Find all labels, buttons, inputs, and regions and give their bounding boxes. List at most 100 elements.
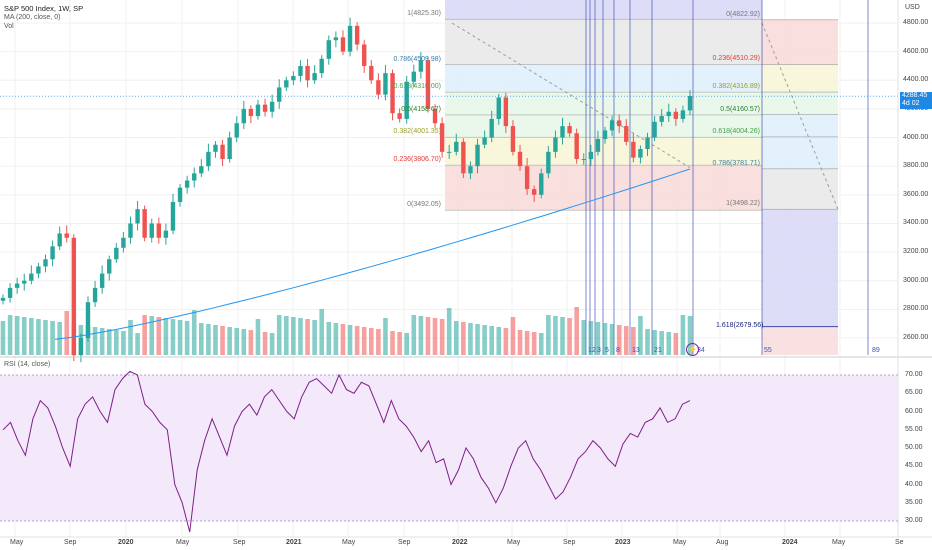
candle-body	[163, 230, 169, 238]
candle-body	[206, 151, 211, 167]
volume-bar	[241, 329, 247, 355]
volume-bar	[397, 332, 402, 355]
volume-bar	[531, 332, 537, 355]
volume-bar	[524, 331, 530, 355]
candle-body	[524, 166, 530, 190]
fib-time-marker: 13	[632, 347, 640, 354]
fib-band-left	[445, 137, 762, 166]
fib-time-marker: 1	[588, 347, 592, 354]
time-tick-label: 2023	[615, 539, 631, 546]
time-tick-label: 2022	[452, 539, 468, 546]
candle-body	[531, 189, 537, 195]
time-tick-label: 2021	[286, 539, 302, 546]
candle-body	[624, 126, 629, 142]
volume-legend[interactable]: Vol	[4, 23, 14, 30]
last-price-value: 4288.45	[902, 92, 928, 99]
candle-body	[376, 80, 381, 95]
fib-left-level-label: 0.618(4316.00)	[393, 83, 441, 91]
candle-body	[121, 237, 126, 248]
volume-bar	[461, 322, 466, 355]
volume-bar	[673, 333, 679, 355]
moving-average-line	[54, 168, 691, 340]
candle-body	[199, 166, 204, 174]
candle-body	[57, 233, 62, 247]
candle-body	[184, 180, 190, 188]
fib-left-level-label: 0.236(3806.70)	[393, 156, 441, 164]
candle-body	[114, 247, 119, 260]
candle-body	[673, 111, 679, 119]
price-tick-label: 3000.00	[903, 276, 929, 284]
rsi-tick-label: 55.00	[905, 425, 923, 433]
lightning-icon[interactable]: ⚡	[686, 343, 699, 356]
candle-body	[142, 209, 147, 238]
volume-bar	[85, 326, 91, 355]
volume-bar	[453, 321, 459, 355]
volume-bar	[588, 321, 594, 355]
volume-bar	[220, 326, 225, 355]
candle-body	[22, 280, 27, 284]
candle-body	[645, 137, 650, 149]
fib-time-marker: 21	[654, 347, 662, 354]
volume-bar	[135, 333, 140, 355]
candle-body	[269, 101, 275, 112]
fib-time-marker: 5	[605, 347, 609, 354]
rsi-legend[interactable]: RSI (14, close)	[4, 361, 51, 368]
price-tick-label: 3600.00	[903, 190, 929, 198]
candle-body	[36, 266, 41, 274]
candle-body	[383, 73, 388, 95]
candle-body	[687, 96, 693, 111]
fib-right-level-label: 0.382(4316.89)	[712, 83, 760, 91]
candle-body	[369, 65, 374, 81]
candle-body	[602, 130, 608, 139]
time-tick-label: May	[673, 539, 687, 546]
volume-bar	[489, 326, 494, 355]
rsi-tick-label: 50.00	[905, 444, 923, 451]
volume-bar	[510, 317, 516, 355]
volume-bar	[368, 328, 374, 355]
volume-bar	[687, 316, 693, 355]
price-tick-label: 4000.00	[903, 133, 929, 141]
candle-body	[638, 149, 643, 158]
fib-right-level-label: 1(3498.22)	[726, 200, 760, 208]
rsi-tick-label: 35.00	[905, 498, 923, 506]
volume-bar	[177, 320, 183, 355]
volume-bar	[652, 330, 657, 355]
volume-bar	[404, 333, 410, 355]
candle-body	[567, 126, 572, 134]
symbol-title[interactable]: S&P 500 Index, 1W, SP	[4, 4, 84, 13]
volume-bar	[581, 320, 587, 355]
candle-body	[397, 113, 402, 119]
fib-left-level-label: 0.786(4509.98)	[393, 55, 441, 63]
candle-body	[354, 25, 360, 45]
candle-body	[588, 151, 594, 160]
volume-bar	[170, 319, 176, 355]
fib-band-right	[762, 19, 838, 65]
last-price-badge: 4288.45 4d 02	[900, 92, 932, 109]
volume-bar	[121, 331, 126, 355]
candle-body	[347, 25, 353, 52]
candle-body	[595, 138, 601, 152]
time-tick-label: May	[176, 539, 190, 546]
time-tick-label: Se	[895, 539, 904, 546]
candle-body	[262, 104, 268, 112]
fib-band-right	[762, 168, 838, 210]
fib-time-marker: 3	[597, 347, 601, 354]
fib-time-marker: 2	[592, 347, 596, 354]
volume-bar	[418, 316, 424, 355]
candle-body	[319, 58, 324, 74]
fib-time-marker: 8	[616, 347, 620, 354]
fib-right-level-label: 0(4822.92)	[726, 10, 760, 18]
ma-legend[interactable]: MA (200, close, 0)	[4, 14, 61, 21]
candle-body	[128, 223, 133, 238]
volume-bar	[78, 325, 84, 355]
volume-bar	[99, 328, 105, 355]
candle-body	[489, 118, 494, 138]
candle-body	[468, 166, 473, 174]
volume-bar	[71, 324, 77, 355]
candle-body	[461, 141, 466, 174]
candle-body	[99, 273, 105, 288]
fib-right-level-label: 0.5(4160.57)	[720, 105, 760, 113]
candle-body	[609, 120, 615, 131]
volume-bar	[298, 318, 303, 355]
